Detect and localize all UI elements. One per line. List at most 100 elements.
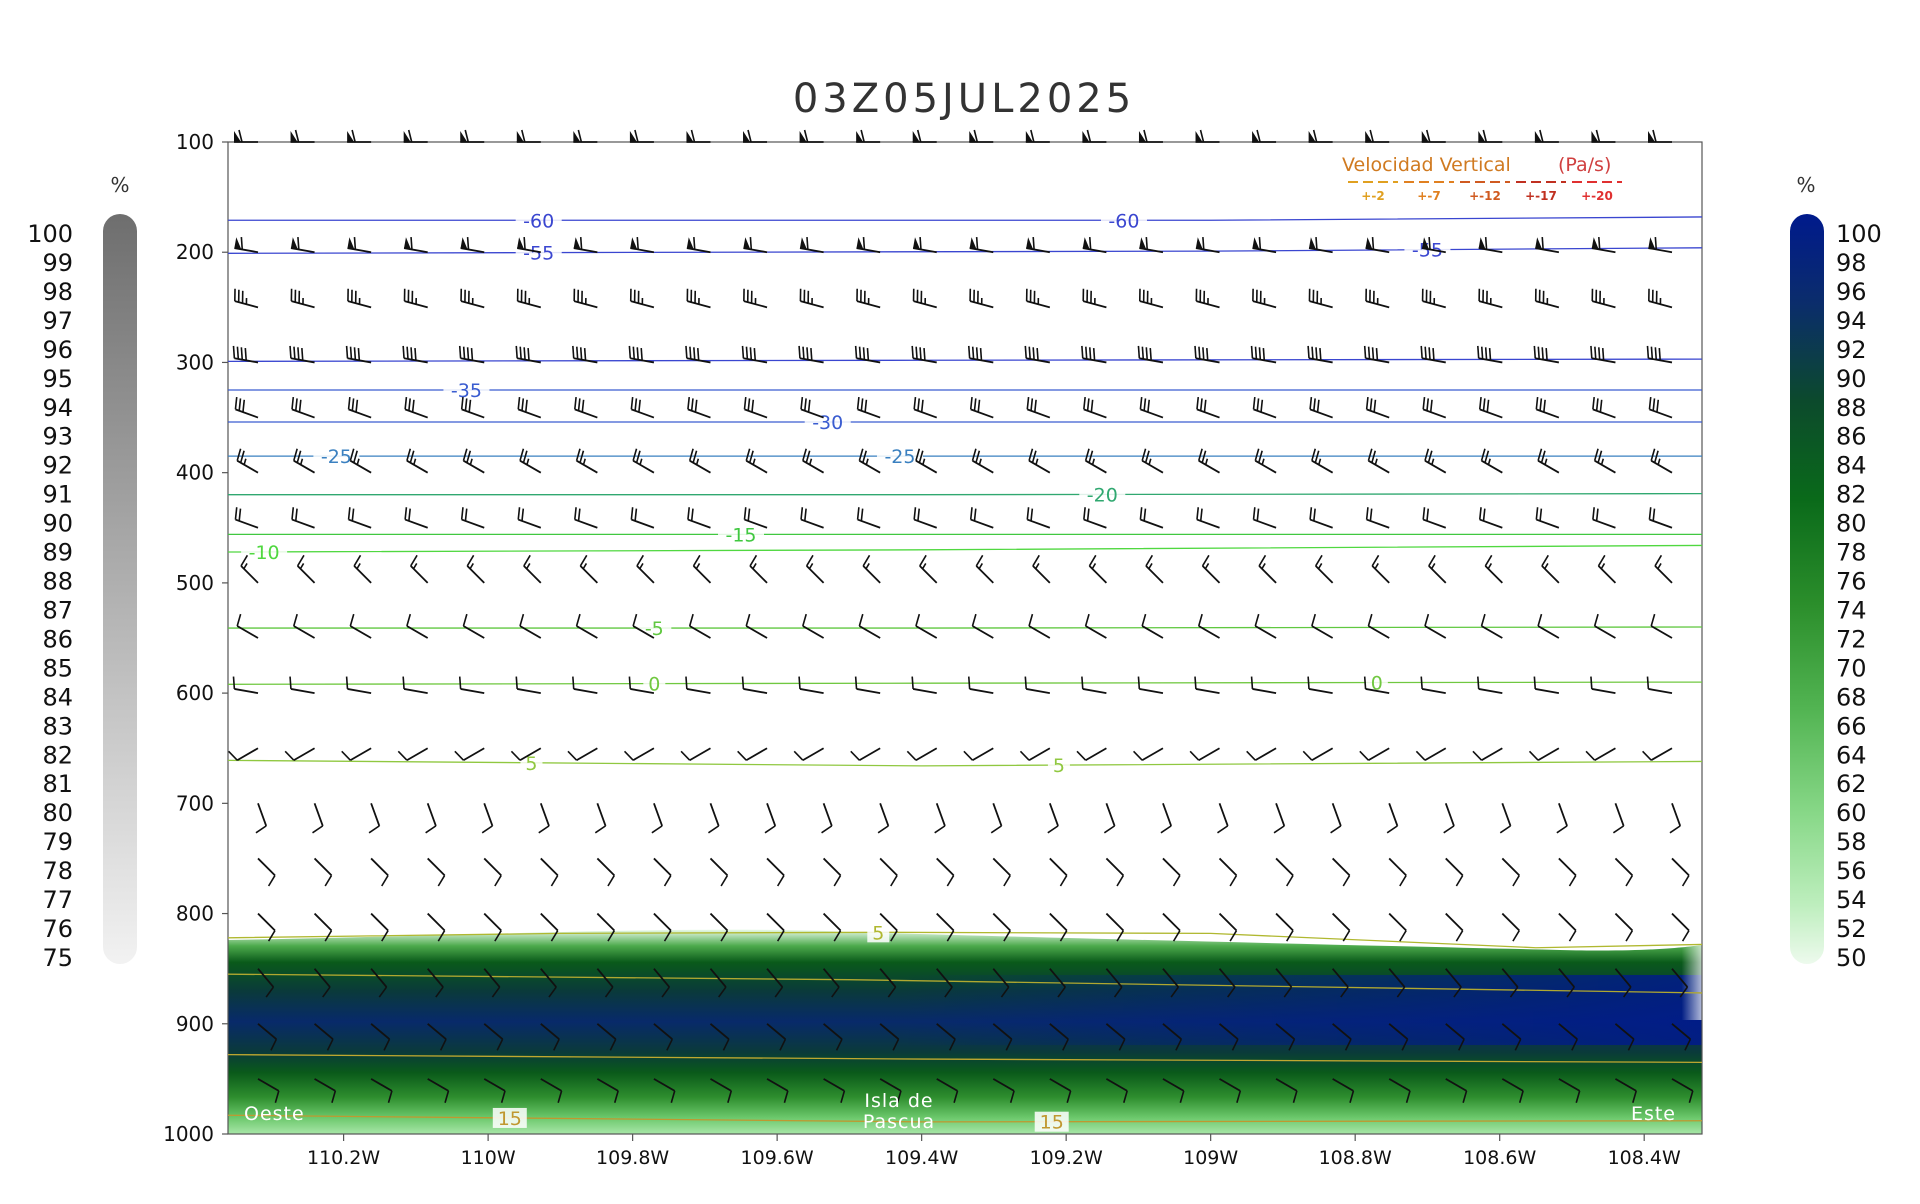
barb-feather <box>807 347 808 359</box>
barb-feather <box>243 400 244 412</box>
wind-barb <box>1480 397 1503 418</box>
barb-feather <box>1090 237 1091 249</box>
y-tick-label: 300 <box>176 350 214 374</box>
wind-barb <box>688 397 711 418</box>
wind-barb <box>1142 449 1163 473</box>
wind-barb <box>1647 677 1672 694</box>
barb-staff <box>1651 748 1672 760</box>
wind-barb <box>690 614 711 638</box>
barb-feather <box>1651 347 1652 359</box>
barb-staff <box>1050 914 1067 931</box>
wind-barb <box>541 858 558 886</box>
barb-feather <box>665 875 671 886</box>
barb-half-feather <box>244 563 247 568</box>
barb-feather <box>269 875 275 886</box>
barb-feather <box>1255 614 1258 626</box>
barb-feather <box>1084 397 1085 409</box>
barb-feather <box>1035 400 1036 412</box>
wind-barb <box>460 130 484 142</box>
wind-barb <box>1592 237 1616 252</box>
wind-barb <box>1559 858 1576 886</box>
wind-barb <box>1312 449 1333 473</box>
barb-pennant <box>857 237 864 249</box>
barb-feather <box>748 509 749 521</box>
wind-barb <box>229 748 258 760</box>
barb-feather <box>1287 931 1293 942</box>
barb-feather <box>528 348 529 360</box>
wind-barb <box>916 614 937 638</box>
barb-half-feather <box>923 459 925 465</box>
barb-feather <box>974 509 975 521</box>
barb-feather <box>690 449 693 461</box>
barb-pennant <box>461 237 468 249</box>
barb-feather <box>686 346 687 358</box>
barb-staff <box>970 689 994 693</box>
wind-barb <box>690 449 711 473</box>
barb-feather <box>292 397 293 409</box>
barb-feather <box>455 751 464 760</box>
wind-barb <box>633 449 654 473</box>
barb-feather <box>639 400 640 412</box>
barb-feather <box>239 398 240 410</box>
barb-feather <box>1303 751 1312 760</box>
barb-feather <box>1655 237 1656 249</box>
barb-feather <box>1312 449 1315 461</box>
barb-feather <box>637 347 638 359</box>
wind-barb <box>914 397 937 418</box>
wind-barb <box>1274 803 1284 832</box>
barb-feather <box>920 237 921 249</box>
barb-half-feather <box>244 459 246 465</box>
contour-label: -60 <box>523 210 554 232</box>
wind-barb <box>1367 397 1390 418</box>
barb-staff <box>710 914 727 931</box>
barb-feather <box>1048 826 1058 833</box>
barb-staff <box>1595 626 1616 638</box>
right-colorbar: % 10098969492908886848280787674727068666… <box>1790 173 1882 972</box>
barb-half-feather <box>1149 459 1151 465</box>
wind-barb <box>524 555 541 583</box>
right-colorbar-labels: 1009896949290888684828078767472706866646… <box>1836 220 1882 972</box>
wind-barb <box>1308 677 1333 694</box>
colorbar-label: 97 <box>42 307 73 335</box>
wind-barb <box>743 677 768 694</box>
wind-barb <box>1084 507 1107 528</box>
wind-barb <box>1333 858 1350 886</box>
wind-barb <box>1190 748 1219 760</box>
barb-feather <box>633 614 636 626</box>
barb-feather <box>463 449 466 461</box>
barb-staff <box>597 858 614 875</box>
barb-feather <box>1593 397 1594 409</box>
barb-feather <box>1444 826 1454 833</box>
barb-staff <box>258 803 266 826</box>
barb-staff <box>428 858 445 875</box>
wind-barb <box>1425 614 1446 638</box>
contour-label: 15 <box>498 1108 522 1130</box>
barb-feather <box>411 347 412 359</box>
contour-line <box>228 545 1702 552</box>
barb-feather <box>907 751 916 760</box>
barb-staff <box>1559 858 1576 875</box>
legend-label: +-20 <box>1581 189 1613 203</box>
barb-feather <box>1536 397 1537 409</box>
barb-feather <box>290 677 291 689</box>
left-colorbar-labels: 1009998979695949392919089888786858483828… <box>27 220 73 972</box>
wind-barb <box>744 397 767 418</box>
wind-barb <box>403 346 428 363</box>
wind-barb <box>291 237 315 252</box>
barb-feather <box>631 507 632 519</box>
wind-barb <box>484 858 501 886</box>
wind-barb <box>1479 237 1503 252</box>
wind-barb <box>687 289 710 308</box>
barb-feather <box>1538 347 1539 359</box>
barb-feather <box>405 507 406 519</box>
barb-feather <box>1142 614 1145 626</box>
barb-feather <box>1086 347 1087 359</box>
barb-feather <box>233 677 234 689</box>
wind-barb <box>964 748 993 760</box>
barb-feather <box>302 348 303 360</box>
barb-staff <box>1142 748 1163 760</box>
barb-feather <box>916 347 917 359</box>
right-colorbar-unit: % <box>1796 173 1815 197</box>
barb-staff <box>234 689 258 693</box>
barb-half-feather <box>979 459 981 465</box>
